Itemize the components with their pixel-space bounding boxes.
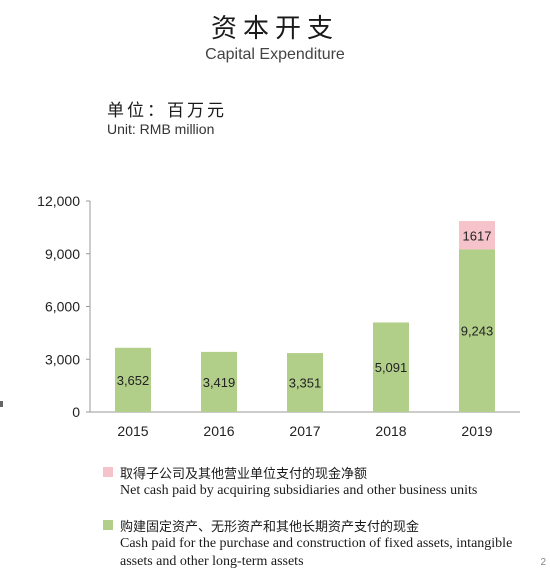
x-tick-label: 2017 — [289, 423, 320, 439]
data-label: 9,243 — [461, 324, 494, 339]
legend-swatch-pink — [103, 467, 113, 477]
y-tick-label: 6,000 — [45, 299, 80, 315]
x-tick-label: 2019 — [461, 423, 492, 439]
legend-label-cn: 取得子公司及其他营业单位支付的现金净额 — [120, 467, 368, 482]
bar-fixed-assets-2019 — [459, 249, 495, 412]
x-tick-label: 2018 — [375, 423, 406, 439]
bar-fixed-assets-2017 — [287, 353, 323, 412]
unit-label-english: Unit: RMB million — [107, 121, 215, 137]
slide-edge-mark — [0, 401, 3, 407]
y-tick-label: 12,000 — [37, 193, 80, 209]
legend-label-en: Net cash paid by acquiring subsidiaries … — [120, 483, 478, 498]
data-label: 3,652 — [117, 373, 150, 388]
data-label: 1617 — [463, 228, 492, 243]
x-tick-label: 2016 — [203, 423, 234, 439]
bar-fixed-assets-2018 — [373, 322, 409, 412]
chart-title-chinese: 资本开支 — [210, 14, 339, 44]
y-tick-label: 3,000 — [45, 351, 80, 367]
bar-fixed-assets-2015 — [115, 347, 151, 412]
legend-label-en: Cash paid for the purchase and construct… — [120, 536, 513, 569]
page-number: 2 — [540, 557, 546, 568]
unit-label-chinese: 单位：百万元 — [107, 101, 227, 121]
capex-bar-chart: 0 3,000 6,000 9,000 12,000 3,652 2015 3,419 2016… — [37, 193, 520, 439]
bar-fixed-assets-2016 — [201, 351, 237, 412]
legend-label-cn: 购建固定资产、无形资产和其他长期资产支付的现金 — [120, 520, 420, 535]
x-tick-label: 2015 — [117, 423, 148, 439]
y-tick-label: 9,000 — [45, 246, 80, 262]
chart-title-english: Capital Expenditure — [205, 46, 345, 63]
data-label: 3,419 — [203, 375, 236, 390]
legend-swatch-green — [103, 520, 113, 530]
y-tick-label: 0 — [72, 404, 80, 420]
bar-acquisitions-2019 — [459, 221, 495, 250]
data-label: 5,091 — [375, 360, 408, 375]
data-label: 3,351 — [289, 376, 322, 391]
